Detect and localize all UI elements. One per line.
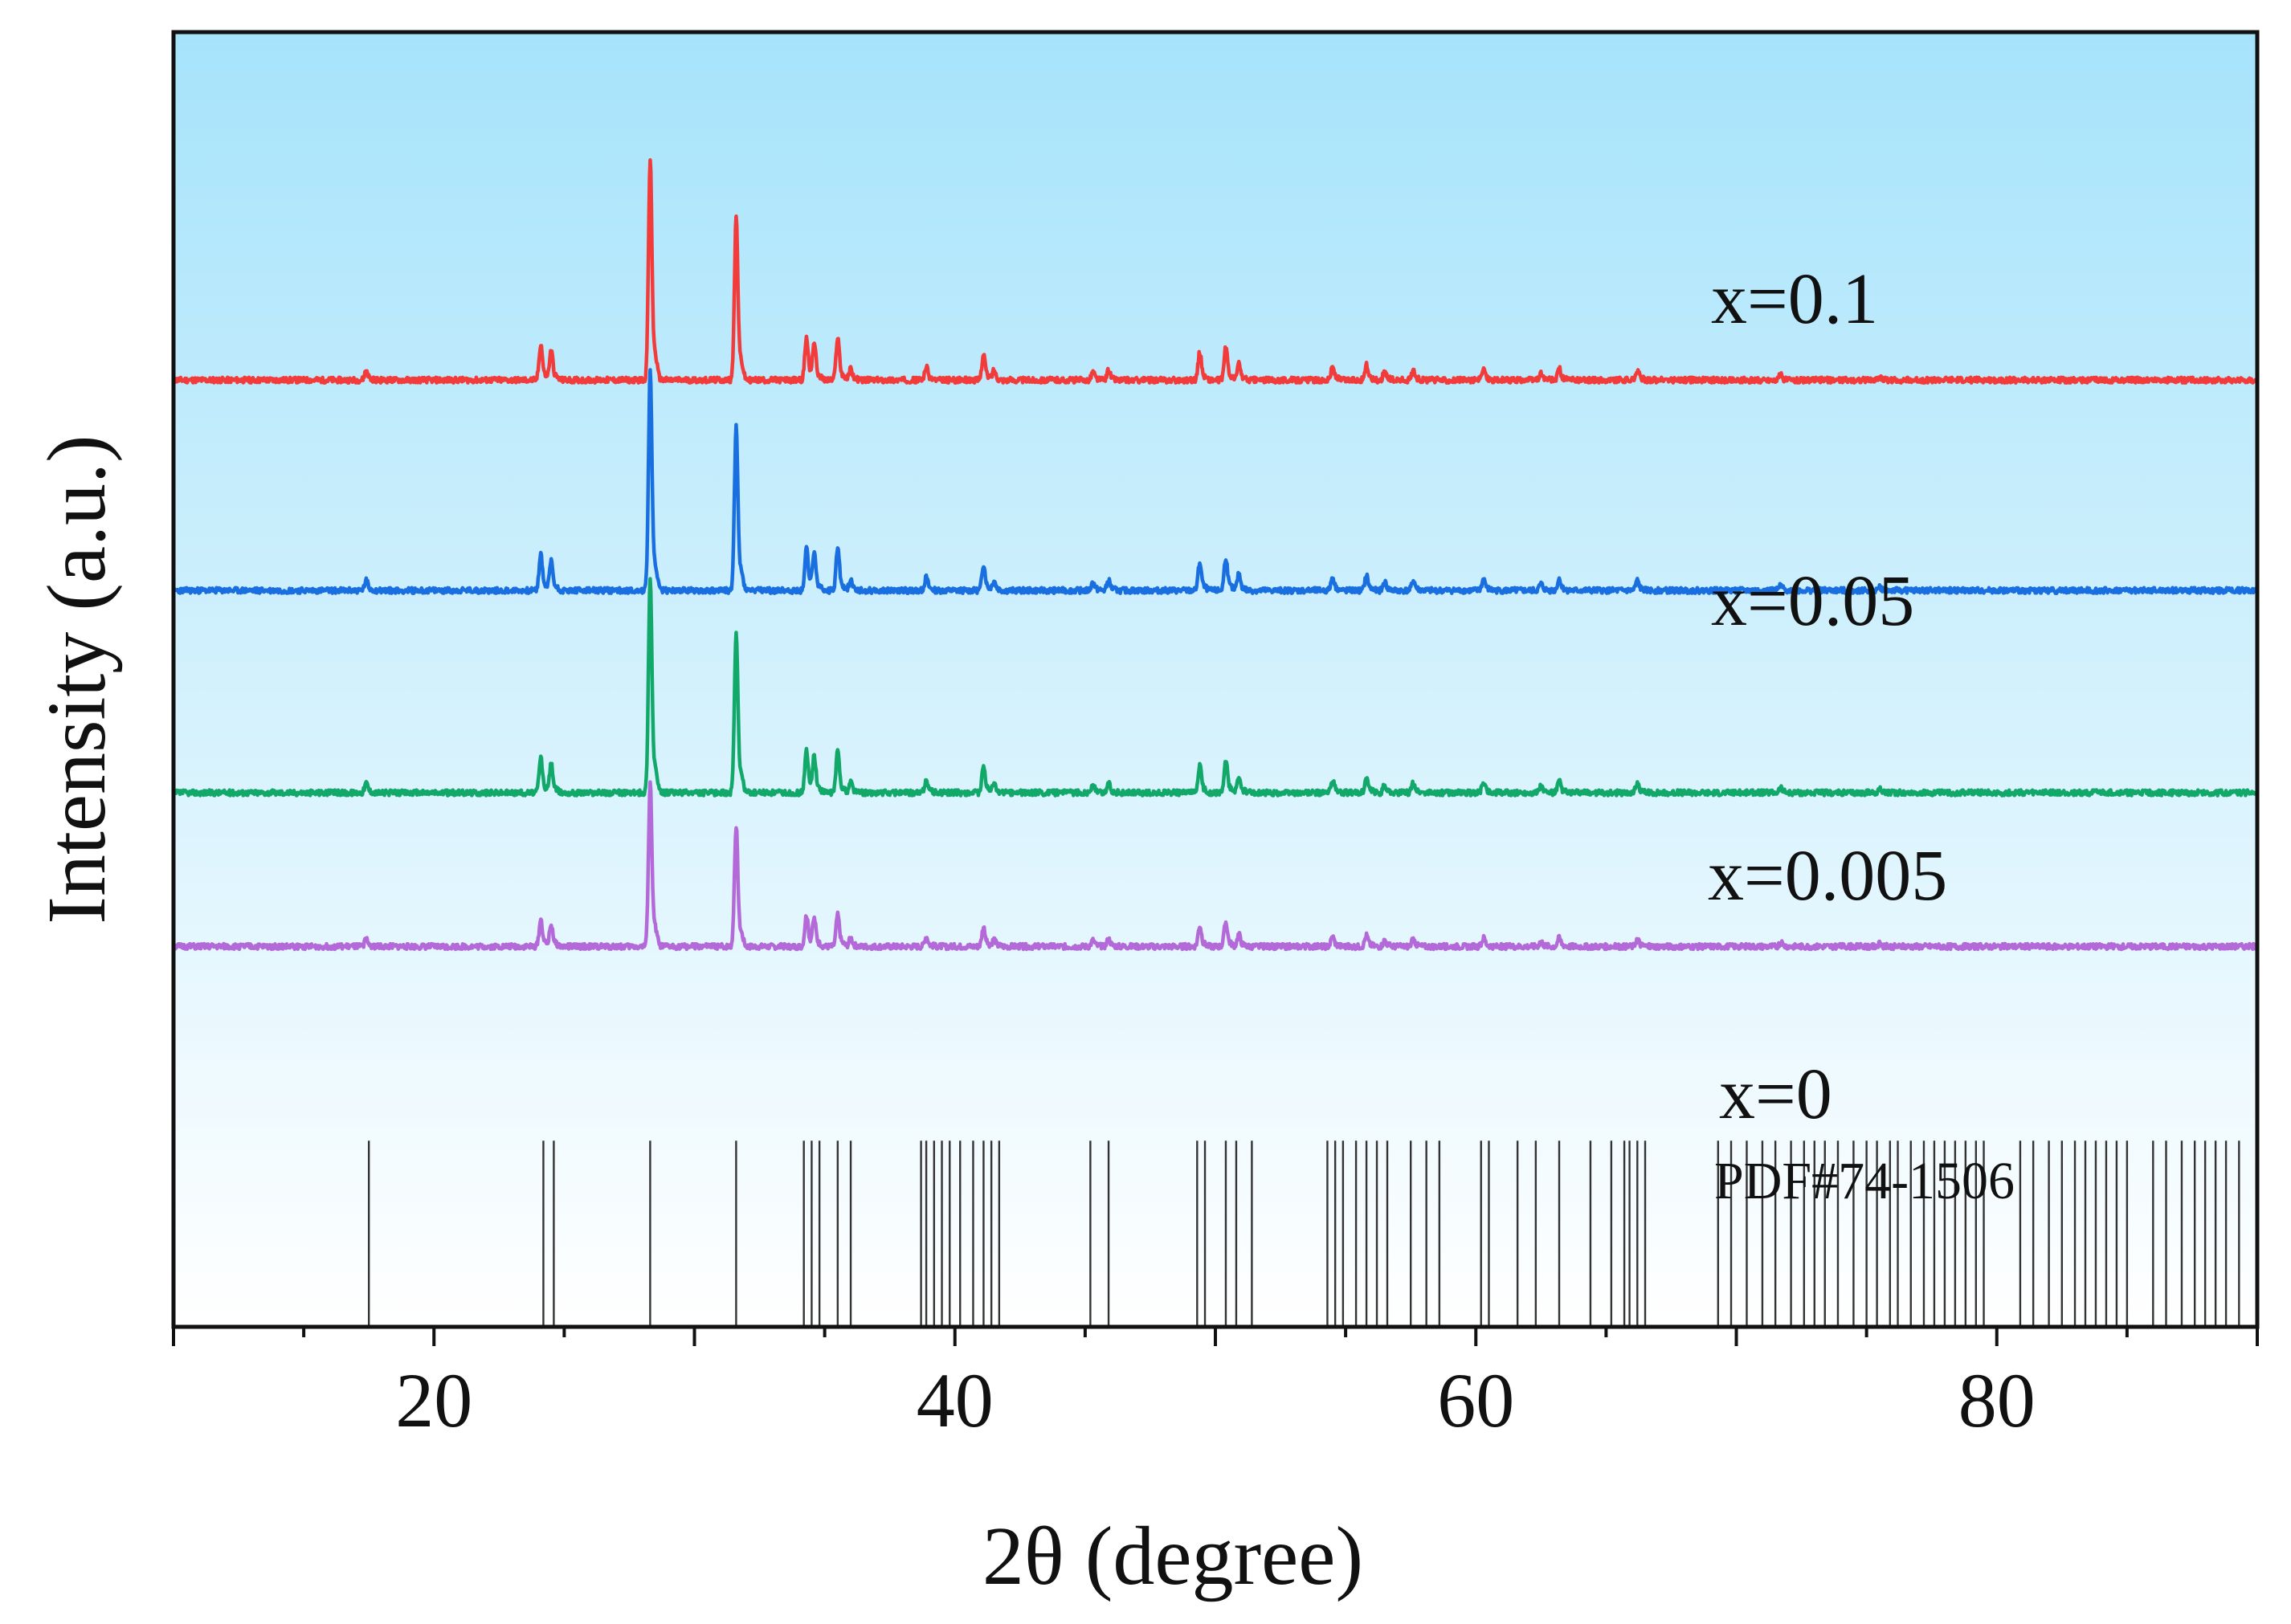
series-line-2 <box>171 577 2259 798</box>
series-label-x0005: x=0.005 <box>1708 836 1947 916</box>
reference-pattern <box>367 1140 2240 1327</box>
x-tick-label: 60 <box>1437 1357 1514 1443</box>
reference-label: PDF#74-1506 <box>1714 1152 2015 1210</box>
series-line-0 <box>171 158 2260 385</box>
series-line-3 <box>171 780 2260 952</box>
series-label-x005: x=0.05 <box>1711 561 1914 641</box>
x-tick-label: 20 <box>395 1357 472 1443</box>
x-axis-title: 2θ (degree) <box>982 1510 1363 1602</box>
series-label-x0: x=0 <box>1719 1055 1832 1134</box>
plot-background <box>174 32 2257 1327</box>
series-label-x01: x=0.1 <box>1711 259 1878 339</box>
series-group <box>171 158 2260 952</box>
x-tick-label: 80 <box>1958 1357 2036 1443</box>
x-axis-ticks: 20 40 60 80 <box>172 1327 2259 1443</box>
x-tick-label: 40 <box>917 1357 994 1443</box>
series-line-1 <box>172 368 2259 595</box>
y-axis-title: Intensity (a.u.) <box>31 435 123 924</box>
